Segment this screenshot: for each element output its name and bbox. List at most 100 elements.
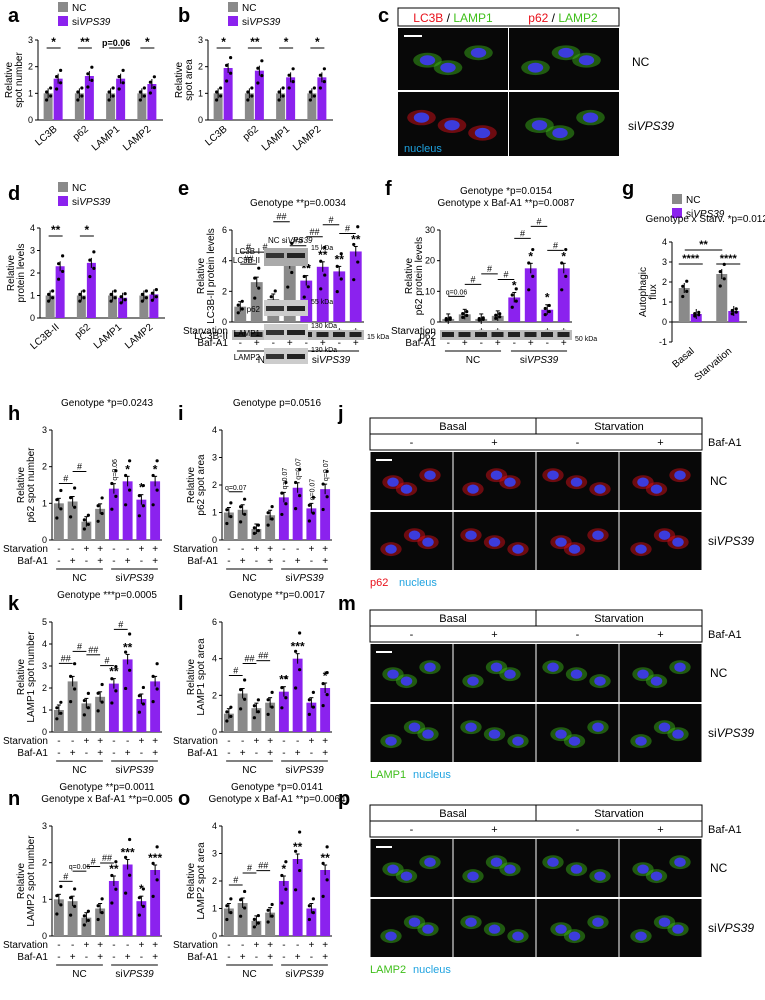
row-label-bafa1: Baf-A1 [187, 556, 218, 567]
baf-sign: - [410, 629, 414, 641]
group-label-nc: NC [466, 355, 480, 366]
data-point [322, 67, 326, 71]
cond-sign: + [97, 556, 103, 567]
data-point [59, 903, 63, 907]
blot-row [264, 300, 308, 316]
data-point [229, 71, 233, 75]
cond-sign: - [272, 338, 275, 349]
cond-sign: + [295, 556, 301, 567]
micro-image [398, 28, 508, 90]
cond-sign: - [57, 940, 60, 951]
y-tick-label: 3 [662, 257, 667, 267]
x-tick-label: LAMP1 [260, 124, 293, 154]
baf-sign: - [410, 437, 414, 449]
y-tick-label: 0 [42, 535, 47, 545]
bar-l-4 [278, 691, 289, 732]
cond-sign: - [227, 544, 230, 555]
data-point [121, 68, 125, 72]
y-tick-label: 0 [430, 317, 435, 327]
data-point [319, 287, 323, 291]
micro-nucleus [674, 470, 686, 480]
y-tick-label: 4 [662, 237, 667, 247]
cond-sign: - [282, 748, 285, 759]
bar-i-2 [251, 529, 262, 540]
data-point [82, 289, 86, 293]
bar-f-7 [557, 268, 570, 322]
legend-label-nc: NC [72, 183, 86, 194]
y-tick-label: 2 [42, 462, 47, 472]
bar-e-3 [283, 263, 296, 322]
data-point [151, 700, 155, 704]
row-label-starvation: Starvation [173, 940, 218, 951]
cond-sign: - [71, 544, 74, 555]
data-point [51, 289, 55, 293]
cond-sign: + [125, 748, 131, 759]
bar-o-5 [292, 859, 303, 936]
micro-nucleus [547, 470, 559, 480]
data-point [352, 278, 356, 282]
data-point [531, 247, 535, 252]
data-point [294, 849, 298, 853]
y-tick-label: 0 [42, 931, 47, 941]
micro-nucleus [467, 484, 479, 494]
data-point [243, 697, 247, 701]
data-point [477, 317, 481, 321]
micro-nucleus [635, 736, 647, 746]
sig-bracket-label: # [233, 666, 238, 676]
data-point [45, 90, 49, 94]
micro-nucleus [635, 544, 647, 554]
data-point [697, 313, 701, 317]
x-tick-label: LAMP1 [92, 322, 125, 352]
row-label-bafa1: Baf-A1 [17, 952, 48, 963]
sig-bracket-label: # [487, 264, 492, 274]
label-prefix: si [115, 573, 122, 584]
legend-label-si: siVPS39 [72, 197, 111, 208]
data-point [61, 269, 65, 274]
data-point [69, 913, 73, 917]
micro-nucleus [422, 924, 434, 934]
data-point [76, 98, 80, 102]
sig-bracket-label: # [118, 619, 123, 629]
data-point [78, 292, 82, 296]
y-tick-label: 6 [212, 617, 217, 627]
micro-nucleus [592, 917, 604, 927]
cond-sign: + [97, 952, 103, 963]
data-point [55, 706, 59, 710]
data-point [137, 694, 141, 698]
data-point [543, 306, 547, 311]
data-point [152, 75, 156, 79]
data-point [323, 273, 327, 277]
data-point [253, 296, 257, 300]
micro-image [453, 839, 536, 897]
cond-sign: + [125, 556, 131, 567]
baf-sign: - [576, 437, 580, 449]
micro-nucleus [400, 871, 413, 881]
bar-h-4 [108, 488, 119, 540]
data-point [86, 513, 90, 517]
data-point [69, 896, 73, 900]
cond-sign: + [322, 952, 328, 963]
micro-nucleus [547, 662, 559, 672]
y-tick-label: 1 [42, 705, 47, 715]
data-point [128, 668, 132, 672]
y-axis-label: Relative [186, 863, 197, 900]
micro-nucleus [488, 924, 501, 934]
bar-l-1 [237, 693, 248, 732]
bar-e-5 [316, 266, 329, 322]
cond-sign: + [83, 736, 89, 747]
data-point [252, 704, 256, 708]
label-italic: VPS39 [249, 17, 281, 28]
micro-nucleus [504, 477, 516, 487]
blot-band [349, 332, 362, 337]
y-tick-label: 2 [212, 690, 217, 700]
data-point [110, 901, 114, 905]
x-tick-label: LAMP2 [121, 124, 154, 154]
row-label-starvation: Starvation [3, 940, 48, 951]
micro-nucleus [568, 736, 581, 746]
blot-band [475, 332, 487, 337]
data-point [144, 289, 148, 293]
micro-nucleus [570, 864, 583, 874]
data-point [693, 314, 697, 318]
bar-a-LC3B-1 [53, 78, 63, 120]
